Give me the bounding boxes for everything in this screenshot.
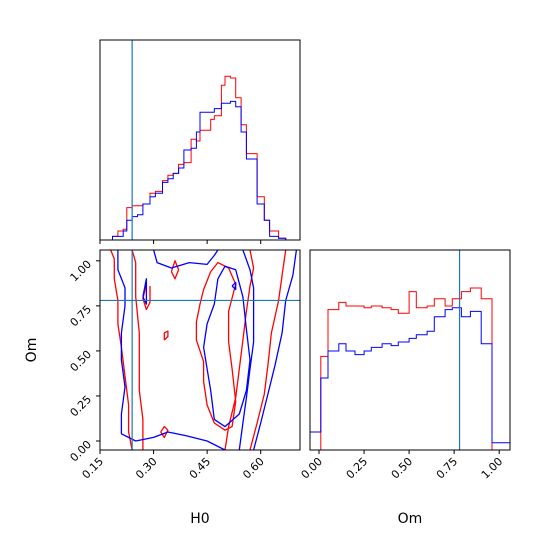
om-x-tick-label-1: 0.25 <box>344 455 371 482</box>
joint-frame <box>99 249 301 451</box>
contour-blue-4 <box>231 281 237 291</box>
om-histogram-panel: 0.00 0.25 0.50 0.75 1.00 <box>299 249 511 482</box>
contour-red-3 <box>224 250 255 450</box>
h0-tick-label-0: 0.15 <box>80 455 107 482</box>
om-histogram-red <box>310 287 510 451</box>
h0-histogram-frame <box>99 39 301 241</box>
om-x-tick-label-2: 0.50 <box>389 455 416 482</box>
h0-tick-label-1: 0.30 <box>133 455 160 482</box>
contour-red-7 <box>170 260 180 280</box>
om-axis-label: Om <box>398 511 423 527</box>
om-y-tick-label-4: 1.00 <box>68 258 95 285</box>
om-y-tick-label-1: 0.25 <box>68 393 95 420</box>
om-histogram-blue <box>309 307 511 450</box>
h0-histogram-blue <box>103 100 287 241</box>
contour-blue-5 <box>238 250 255 450</box>
h0-om-contour-panel: 0.15 0.30 0.45 0.600.000.250.500.751.00 <box>68 249 301 482</box>
contour-red-1 <box>131 250 144 450</box>
contour-blue-1 <box>152 250 219 269</box>
h0-histogram-red <box>103 75 287 241</box>
om-y-tick-label-3: 0.75 <box>68 303 95 330</box>
contour-red-6 <box>163 330 169 341</box>
h0-axis-label: H0 <box>190 511 209 527</box>
contour-red-0 <box>110 250 133 450</box>
contour-blue-3 <box>202 265 251 428</box>
h0-tick-label-2: 0.45 <box>187 455 214 482</box>
contour-red-4 <box>249 250 287 450</box>
contour-blue-0 <box>117 250 226 450</box>
om-x-tick-label-4: 1.00 <box>479 455 506 482</box>
om-histogram-frame <box>309 249 511 451</box>
om-y-axis-label: Om <box>24 338 40 363</box>
joint-contours <box>110 250 298 450</box>
contour-red-8 <box>160 425 169 439</box>
om-y-tick-label-2: 0.50 <box>68 348 95 375</box>
h0-tick-label-3: 0.60 <box>240 455 267 482</box>
contour-blue-6 <box>252 250 298 450</box>
om-x-tick-label-3: 0.75 <box>434 455 461 482</box>
om-x-tick-label-0: 0.00 <box>299 455 326 482</box>
h0-histogram-panel <box>99 39 301 244</box>
